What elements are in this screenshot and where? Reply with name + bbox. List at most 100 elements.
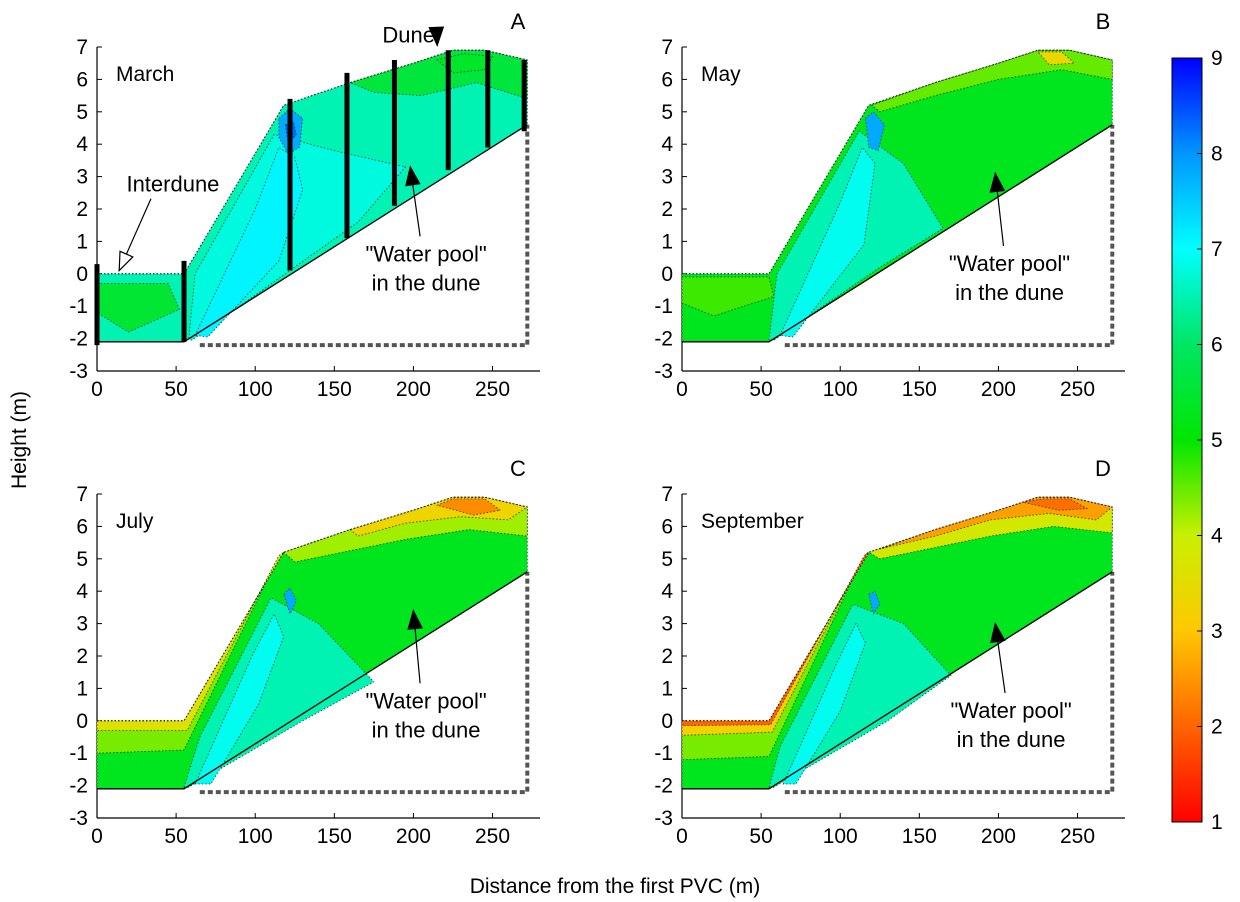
annotation-arrow-head (990, 621, 1006, 644)
y-tick-label: -1 (654, 295, 673, 318)
y-tick-label: 1 (661, 230, 673, 253)
annotation-arrow-head (407, 608, 423, 630)
panel-month-label: March (116, 63, 174, 86)
colorbar: 1 2 3 4 5 6 7 8 9 (1171, 47, 1223, 834)
y-tick-label: 5 (76, 101, 88, 124)
colorbar-tick-label: 7 (1211, 238, 1223, 261)
annotation-text: "Water pool" (365, 241, 486, 266)
annotation-text: in the dune (372, 271, 481, 296)
annotation-text: "Water pool" (950, 698, 1071, 723)
x-tick-label: 100 (238, 825, 273, 848)
x-axis-label: Distance from the first PVC (m) (470, 875, 761, 898)
y-tick-label: 1 (661, 677, 673, 700)
base-dashed-line (199, 571, 530, 795)
x-tick-label: 100 (238, 378, 273, 401)
contour-zone (868, 590, 881, 615)
y-tick-label: 2 (661, 198, 673, 221)
x-tick-label: 250 (475, 825, 510, 848)
x-tick-label: 0 (676, 378, 688, 401)
panel-month-label: July (116, 510, 154, 533)
annotation-text: in the dune (957, 727, 1066, 752)
panel-a: 0 50 100 150 200 250 -3 -2 -1 0 1 2 3 4 5 6 7 A March Dune I… (69, 9, 540, 401)
base-dashed-line (784, 124, 1115, 348)
y-tick-label: -1 (654, 742, 673, 765)
x-tick-label: 250 (475, 378, 510, 401)
x-tick-label: 150 (902, 825, 937, 848)
y-tick-label: -2 (69, 775, 88, 798)
x-tick-label: 150 (317, 378, 352, 401)
x-tick-label: 0 (676, 825, 688, 848)
profile-surface (682, 496, 1113, 722)
contour-zone (871, 49, 1113, 113)
y-tick-label: 0 (76, 710, 88, 733)
profile-surface (97, 496, 528, 722)
annotation-arrow-head (118, 250, 134, 273)
x-tick-label: 100 (823, 825, 858, 848)
colorbar-tick-label: 6 (1211, 334, 1223, 357)
x-tick-label: 0 (91, 825, 103, 848)
y-tick-label: 2 (661, 645, 673, 668)
contour-zone (194, 146, 304, 338)
y-tick-label: 6 (76, 515, 88, 538)
profile-base (97, 571, 528, 790)
x-tick-label: 250 (1060, 378, 1095, 401)
contour-zone (681, 276, 775, 317)
x-tick-label: 100 (823, 378, 858, 401)
y-tick-label: 7 (76, 36, 88, 59)
base-dashed-line (784, 571, 1115, 795)
colorbar-tick-label: 9 (1211, 47, 1223, 70)
y-tick-label: 3 (76, 613, 88, 636)
contour-zone (283, 587, 297, 615)
panel-b: 0 50 100 150 200 250 -3 -2 -1 0 1 2 3 4 5 6 7 B May "Water … (654, 9, 1125, 401)
contour-zone (782, 622, 866, 785)
y-tick-label: 5 (661, 548, 673, 571)
x-tick-label: 200 (396, 825, 431, 848)
profile-surface (682, 49, 1113, 275)
y-tick-label: 7 (76, 483, 88, 506)
y-tick-label: -2 (654, 328, 673, 351)
contour-zone (194, 612, 285, 785)
colorbar-tick-label: 4 (1211, 525, 1223, 548)
annotation-arrow-head (428, 26, 445, 48)
y-tick-label: -2 (69, 328, 88, 351)
y-tick-label: 7 (661, 36, 673, 59)
panel-d: 0 50 100 150 200 250 -3 -2 -1 0 1 2 3 4 5 6 7 D September "… (654, 456, 1125, 848)
y-tick-label: 3 (76, 166, 88, 189)
y-tick-label: 6 (76, 68, 88, 91)
contour-zone (435, 498, 502, 516)
colorbar-tick-label: 2 (1211, 716, 1223, 739)
contour-zone (865, 111, 885, 152)
y-tick-label: 5 (76, 548, 88, 571)
y-tick-label: -2 (654, 775, 673, 798)
panel-letter: A (511, 9, 526, 34)
x-tick-label: 50 (164, 825, 187, 848)
x-tick-label: 200 (981, 825, 1016, 848)
profile-surface (97, 49, 528, 275)
y-tick-label: 4 (76, 580, 88, 603)
x-tick-label: 250 (1060, 825, 1095, 848)
annotation-text: "Water pool" (949, 251, 1070, 276)
panel-month-label: September (701, 510, 804, 533)
y-tick-label: 3 (661, 166, 673, 189)
y-tick-label: 4 (661, 133, 673, 156)
y-tick-label: 0 (661, 710, 673, 733)
contour-zone (1037, 51, 1076, 66)
y-tick-label: -1 (69, 295, 88, 318)
contour-zone (779, 146, 876, 338)
contour-zone (681, 552, 870, 736)
y-tick-label: 7 (661, 483, 673, 506)
y-tick-label: 6 (661, 68, 673, 91)
x-tick-label: 50 (749, 378, 772, 401)
x-tick-label: 50 (164, 378, 187, 401)
x-tick-label: 150 (902, 378, 937, 401)
annotation-text: "Water pool" (365, 688, 486, 713)
y-tick-label: 4 (76, 133, 88, 156)
x-tick-label: 150 (317, 825, 352, 848)
y-tick-label: 2 (76, 645, 88, 668)
colorbar-tick-label: 5 (1211, 429, 1223, 452)
y-tick-label: -3 (654, 807, 673, 830)
annotation-text: in the dune (955, 280, 1064, 305)
contour-zone (1022, 498, 1089, 511)
panel-letter: B (1096, 9, 1111, 34)
